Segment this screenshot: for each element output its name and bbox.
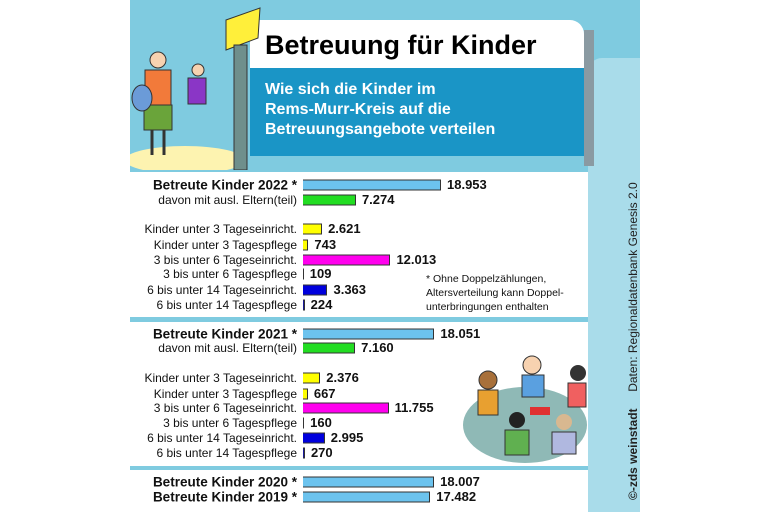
header-shadow: [584, 30, 594, 166]
subtitle: Wie sich die Kinder im Rems-Murr-Kreis a…: [265, 80, 495, 140]
subtitle-line: Rems-Murr-Kreis auf die: [265, 101, 451, 118]
side-strip: [588, 58, 640, 512]
infographic: Betreuung für Kinder Wie sich die Kinder…: [130, 0, 640, 512]
bar-label: Kinder unter 3 Tageseinricht.: [144, 222, 297, 236]
bar-value-label: 12.013: [396, 252, 437, 267]
bar: [303, 372, 321, 384]
bar: [303, 284, 328, 296]
bar-label: 3 bis unter 6 Tageseinricht.: [153, 253, 297, 267]
bar-label: 3 bis unter 6 Tagespflege: [163, 416, 297, 430]
footnote-line: Altersverteilung kann Doppel-: [426, 287, 564, 299]
bar: [303, 328, 435, 340]
subtitle-line: Wie sich die Kinder im: [265, 81, 436, 98]
header-title-box: [250, 20, 584, 72]
bar-value-label: 270: [310, 445, 333, 460]
bar: [303, 223, 323, 235]
bar-label: Kinder unter 3 Tagespflege: [153, 238, 297, 252]
bar-label: Betreute Kinder 2019 *: [152, 489, 297, 505]
bar-value-label: 224: [310, 297, 333, 312]
bar-value-label: 743: [314, 237, 337, 252]
bar-value-label: 7.160: [361, 340, 394, 355]
bar: [303, 402, 389, 414]
bar: [303, 254, 391, 266]
bar-value-label: 109: [309, 266, 332, 281]
bar-value-label: 11.755: [394, 400, 434, 415]
bar: [303, 476, 435, 488]
data-source: Daten: Regionaldatenbank Genesis 2.0: [626, 182, 640, 392]
children-playing-cards-illustration: [463, 355, 587, 463]
bar: [303, 179, 441, 191]
bar-value-label: 18.953: [447, 177, 487, 192]
bar-label: davon mit ausl. Eltern(teil): [158, 193, 297, 207]
bar: [303, 194, 356, 206]
panel-2022: [130, 172, 588, 317]
bar-value-label: 2.376: [326, 370, 359, 385]
bar-label: davon mit ausl. Eltern(teil): [158, 341, 297, 355]
bar: [303, 342, 356, 354]
bar: [303, 432, 325, 444]
parent-child-illustration: [130, 7, 261, 170]
footnote-line: unterbringungen enthalten: [426, 301, 549, 313]
page-title: Betreuung für Kinder: [265, 30, 537, 60]
bar-value-label: 2.995: [330, 430, 364, 445]
header-subtitle-box: [250, 68, 584, 156]
bar-label: Betreute Kinder 2021 *: [152, 326, 297, 342]
credit: ©-zds weinstadt: [626, 408, 640, 500]
bar-value-label: 18.051: [440, 326, 481, 341]
bar: [303, 268, 304, 280]
bar-label: 6 bis unter 14 Tageseinricht.: [147, 283, 297, 297]
footnote: * Ohne Doppelzählungen, Altersverteilung…: [426, 272, 564, 314]
bar-value-label: 2.621: [328, 221, 361, 236]
bar-label: Betreute Kinder 2020 *: [152, 474, 297, 490]
bar-value-label: 3.363: [333, 282, 367, 297]
bar: [303, 447, 305, 459]
bar: [303, 417, 305, 429]
bar: [303, 299, 305, 311]
bar-label: 3 bis unter 6 Tagespflege: [163, 267, 297, 281]
bar-value-label: 18.007: [440, 474, 480, 489]
bar-label: 3 bis unter 6 Tageseinricht.: [153, 401, 297, 415]
bar-value-label: 17.482: [436, 489, 477, 504]
credit-source: ©-zds weinstadt Daten: Regionaldatenbank…: [626, 182, 640, 500]
bar-chart: Betreute Kinder 2022 * 18.953 davon mit au…: [130, 0, 640, 512]
bar-label: Betreute Kinder 2022 *: [152, 177, 297, 193]
bar-value-label: 667: [313, 386, 336, 401]
bar-label: 6 bis unter 14 Tagespflege: [156, 298, 297, 312]
bar-label: Kinder unter 3 Tageseinricht.: [144, 371, 297, 385]
bar: [303, 491, 431, 503]
bar: [303, 239, 309, 251]
bar-value-label: 7.274: [361, 192, 395, 207]
bar-label: 6 bis unter 14 Tagespflege: [156, 446, 297, 460]
bar-value-label: 160: [310, 415, 332, 430]
bar: [303, 388, 308, 400]
footnote-line: * Ohne Doppelzählungen,: [426, 273, 547, 285]
subtitle-line: Betreuungsangebote verteilen: [265, 121, 496, 138]
bar-label: Kinder unter 3 Tagespflege: [153, 387, 297, 401]
bar-label: 6 bis unter 14 Tageseinricht.: [147, 431, 297, 445]
